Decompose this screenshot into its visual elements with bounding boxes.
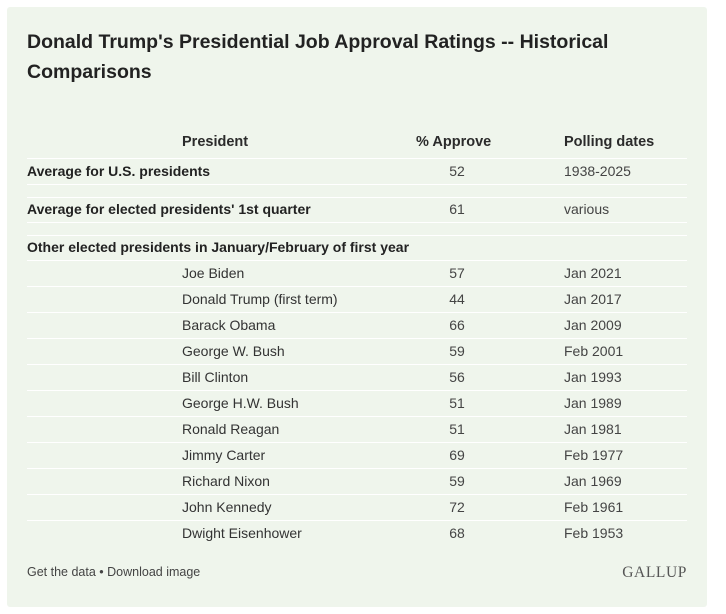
- polling-dates: Jan 2021: [564, 265, 622, 281]
- table-row: Jimmy Carter 69 Feb 1977: [27, 442, 687, 468]
- table-row: Ronald Reagan 51 Jan 1981: [27, 416, 687, 442]
- gallup-logo: GALLUP: [622, 564, 687, 581]
- polling-dates: Jan 2009: [564, 317, 622, 333]
- polling-dates: Jan 1969: [564, 473, 622, 489]
- row-separator: [27, 442, 687, 443]
- row-separator: [27, 390, 687, 391]
- polling-dates: Jan 2017: [564, 291, 622, 307]
- approve-value: 59: [449, 473, 465, 489]
- president-name: Joe Biden: [182, 265, 245, 281]
- table-row: Richard Nixon 59 Jan 1969: [27, 468, 687, 494]
- row-separator: [27, 235, 687, 236]
- column-header-dates: Polling dates: [564, 134, 655, 150]
- polling-dates: Feb 1977: [564, 447, 624, 463]
- table-row: Dwight Eisenhower 68 Feb 1953: [27, 520, 687, 546]
- get-data-link[interactable]: Get the data: [27, 565, 96, 579]
- group-label: Other elected presidents in January/Febr…: [27, 239, 410, 255]
- president-name: George H.W. Bush: [182, 395, 299, 411]
- table-row: George W. Bush 59 Feb 2001: [27, 338, 687, 364]
- president-name: George W. Bush: [182, 343, 285, 359]
- president-name: Ronald Reagan: [182, 421, 280, 437]
- president-name: Dwight Eisenhower: [182, 525, 302, 541]
- approve-value: 68: [449, 525, 465, 541]
- approve-value: 61: [449, 201, 465, 217]
- row-separator: [27, 494, 687, 495]
- approve-value: 59: [449, 343, 465, 359]
- president-name: Richard Nixon: [182, 473, 270, 489]
- table-row: George H.W. Bush 51 Jan 1989: [27, 390, 687, 416]
- row-separator: [27, 520, 687, 521]
- row-separator: [27, 312, 687, 313]
- column-header-president: President: [182, 134, 249, 150]
- polling-dates: Feb 2001: [564, 343, 624, 359]
- polling-dates: 1938-2025: [564, 163, 631, 179]
- summary-row: Average for elected presidents' 1st quar…: [27, 196, 687, 222]
- row-separator: [27, 364, 687, 365]
- row-separator: [27, 286, 687, 287]
- approve-value: 56: [449, 369, 465, 385]
- polling-dates: various: [564, 201, 610, 217]
- president-name: Donald Trump (first term): [182, 291, 338, 307]
- group-label-row: Other elected presidents in January/Febr…: [27, 234, 687, 260]
- approve-value: 66: [449, 317, 465, 333]
- summary-label: Average for elected presidents' 1st quar…: [27, 201, 311, 217]
- table-row: Joe Biden 57 Jan 2021: [27, 260, 687, 286]
- table-row: Bill Clinton 56 Jan 1993: [27, 364, 687, 390]
- row-separator: [27, 468, 687, 469]
- table-row: Barack Obama 66 Jan 2009: [27, 312, 687, 338]
- approve-value: 51: [449, 395, 465, 411]
- chart-title: Donald Trump's Presidential Job Approval…: [27, 31, 609, 83]
- approve-value: 44: [449, 291, 465, 307]
- polling-dates: Feb 1961: [564, 499, 624, 515]
- row-separator: [27, 184, 687, 185]
- summary-label: Average for U.S. presidents: [27, 163, 211, 179]
- download-image-link[interactable]: Download image: [107, 565, 201, 579]
- footer-separator: •: [95, 565, 108, 579]
- row-separator: [27, 222, 687, 223]
- approve-value: 72: [449, 499, 465, 515]
- president-name: Jimmy Carter: [182, 447, 266, 463]
- president-name: Barack Obama: [182, 317, 276, 333]
- approve-value: 57: [449, 265, 465, 281]
- row-separator: [27, 338, 687, 339]
- row-separator: [27, 416, 687, 417]
- row-separator: [27, 158, 687, 159]
- approve-value: 52: [449, 163, 465, 179]
- polling-dates: Jan 1981: [564, 421, 622, 437]
- table-row: John Kennedy 72 Feb 1961: [27, 494, 687, 520]
- approve-value: 51: [449, 421, 465, 437]
- footer-links: Get the data • Download image: [27, 565, 200, 579]
- polling-dates: Feb 1953: [564, 525, 624, 541]
- chart-card: Donald Trump's Presidential Job Approval…: [7, 7, 707, 607]
- president-name: John Kennedy: [182, 499, 272, 515]
- row-separator: [27, 197, 687, 198]
- summary-row: Average for U.S. presidents 52 1938-2025: [27, 158, 687, 184]
- column-header-approve: % Approve: [416, 134, 492, 150]
- polling-dates: Jan 1993: [564, 369, 622, 385]
- polling-dates: Jan 1989: [564, 395, 622, 411]
- president-name: Bill Clinton: [182, 369, 249, 385]
- table-row: Donald Trump (first term) 44 Jan 2017: [27, 286, 687, 312]
- row-separator: [27, 260, 687, 261]
- approve-value: 69: [449, 447, 465, 463]
